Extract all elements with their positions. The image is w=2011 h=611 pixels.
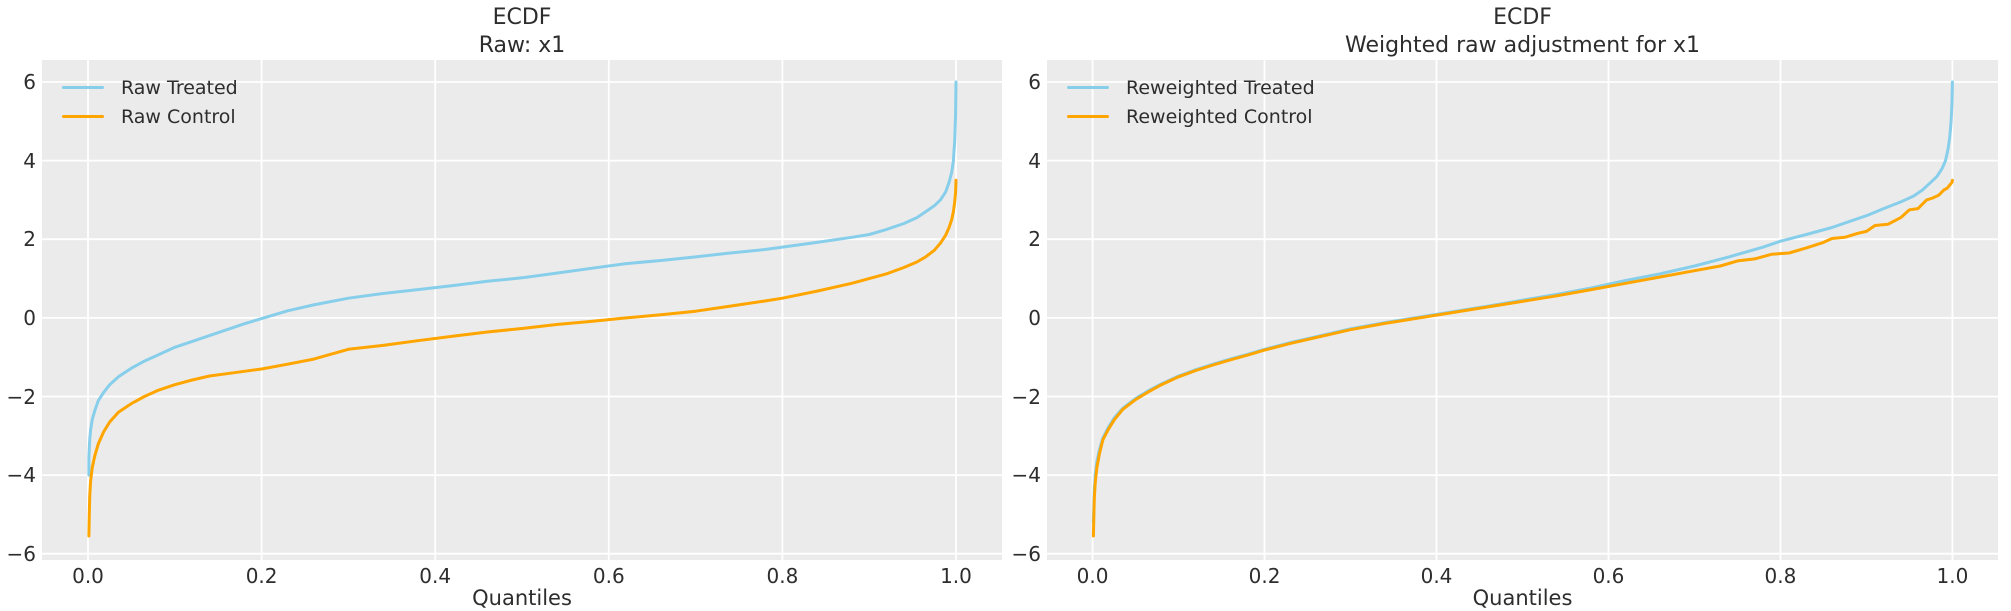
x-tick-label: 0.2 <box>1248 564 1281 588</box>
series-line-reweighted-control <box>1091 178 1954 538</box>
legend-raw: Raw Treated Raw Control <box>62 73 238 131</box>
reweighted-treated-line-swatch <box>1067 86 1109 89</box>
y-axis-weighted: −6 −4 −2 0 2 4 6 <box>1005 60 1041 566</box>
x-tick-label: 0.4 <box>1420 564 1453 588</box>
plot-canvas-weighted <box>1047 60 1998 560</box>
y-tick-label: 2 <box>23 227 36 252</box>
x-tick-label: 1.0 <box>1936 564 1969 588</box>
subplot-raw: ECDF Raw: x1 Raw Treated Raw Control −6−… <box>0 0 1005 611</box>
series-line-raw-control <box>87 178 958 538</box>
x-axis-raw: 0.0 0.2 0.4 0.6 0.8 1.0 <box>42 564 1002 588</box>
plot-title-line2: Raw: x1 <box>478 33 566 58</box>
legend-entry-raw-treated: Raw Treated <box>62 73 238 102</box>
raw-control-line-swatch <box>62 115 104 118</box>
y-tick-label: −2 <box>6 384 36 409</box>
plot-title-line2: Weighted raw adjustment for x1 <box>1344 33 1701 58</box>
x-tick-label: 0.6 <box>1592 564 1625 588</box>
plot-area-raw: Raw Treated Raw Control <box>42 60 1002 560</box>
plot-title-weighted: ECDF Weighted raw adjustment for x1 <box>1047 4 1998 60</box>
y-tick-label: 4 <box>23 148 36 173</box>
y-tick-label: −6 <box>6 541 36 566</box>
x-tick-label: 0.0 <box>72 564 104 588</box>
x-axis-label-raw: Quantiles <box>472 586 572 610</box>
x-tick-label: 0.6 <box>592 564 625 588</box>
reweighted-control-line-swatch <box>1067 115 1109 118</box>
y-tick-label: −4 <box>6 463 36 488</box>
plot-title-line1: ECDF <box>492 5 552 30</box>
plot-area-weighted: Reweighted Treated Reweighted Control <box>1047 60 1998 560</box>
x-tick-label: 0.8 <box>766 564 799 588</box>
plot-canvas-raw <box>42 60 1002 560</box>
legend-label: Raw Control <box>121 105 236 128</box>
y-tick-label: 4 <box>1028 148 1041 173</box>
legend-entry-reweighted-treated: Reweighted Treated <box>1067 73 1315 102</box>
x-tick-label: 0.0 <box>1076 564 1109 588</box>
x-tick-label: 0.4 <box>419 564 452 588</box>
raw-treated-line-swatch <box>62 86 104 89</box>
legend-label: Raw Treated <box>121 76 238 99</box>
subplot-weighted: ECDF Weighted raw adjustment for x1 Rewe… <box>1005 0 2011 611</box>
legend-entry-reweighted-control: Reweighted Control <box>1067 102 1315 131</box>
x-axis-weighted: 0.0 0.2 0.4 0.6 0.8 1.0 <box>1047 564 1998 588</box>
y-tick-label: −6 <box>1011 541 1041 566</box>
y-axis-raw: −6 −4 −2 0 2 4 6 <box>0 60 36 566</box>
x-axis-label-weighted: Quantiles <box>1472 586 1573 610</box>
x-tick-label: 0.2 <box>245 564 278 588</box>
legend-weighted: Reweighted Treated Reweighted Control <box>1067 73 1315 131</box>
legend-label: Reweighted Control <box>1126 105 1313 128</box>
y-tick-label: −4 <box>1011 463 1041 488</box>
y-tick-label: 6 <box>1028 70 1041 94</box>
series-line-raw-treated <box>87 80 958 477</box>
y-tick-label: 0 <box>1028 305 1041 330</box>
legend-label: Reweighted Treated <box>1126 76 1315 99</box>
plot-title-raw: ECDF Raw: x1 <box>42 4 1002 60</box>
y-tick-label: 2 <box>1028 227 1041 252</box>
x-tick-label: 0.8 <box>1764 564 1797 588</box>
y-tick-label: 6 <box>23 70 36 94</box>
y-tick-label: −2 <box>1011 384 1041 409</box>
x-tick-label: 1.0 <box>940 564 972 588</box>
legend-entry-raw-control: Raw Control <box>62 102 238 131</box>
plot-title-line1: ECDF <box>1493 5 1552 30</box>
y-tick-label: 0 <box>23 305 36 330</box>
